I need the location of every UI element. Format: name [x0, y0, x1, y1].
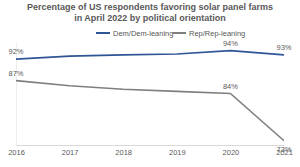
y-axis-line [16, 43, 17, 146]
data-label: 84% [223, 82, 238, 91]
x-tick: 2016 [8, 145, 25, 157]
legend-label: Rep/Rep-leaning [189, 29, 245, 38]
x-tick: 2019 [169, 145, 186, 157]
data-label: 93% [276, 43, 291, 52]
legend: Dem/Dem-leaning Rep/Rep-leaning [96, 29, 245, 38]
x-axis: 2016 2017 2018 2019 2020 2021 [8, 145, 293, 157]
legend-label: Dem/Dem-leaning [113, 29, 173, 38]
x-tick-label: 2017 [62, 148, 79, 157]
plot-area [16, 51, 284, 141]
data-label: 73% [276, 145, 291, 154]
x-tick: 2021 [276, 145, 293, 157]
x-tick: 2017 [62, 145, 79, 157]
series-line [16, 81, 284, 141]
y-axis [16, 43, 17, 146]
title-line: in April 2022 by political orientation [74, 13, 226, 23]
x-tick-label: 2019 [169, 148, 186, 157]
title-line: Percentage of US respondents favoring so… [27, 2, 273, 12]
x-axis-line [17, 145, 285, 146]
x-tick: 2020 [223, 145, 240, 157]
data-label: 92% [8, 47, 23, 56]
legend-swatch [172, 32, 186, 34]
x-tick-label: 2016 [8, 148, 25, 157]
data-label: 87% [8, 69, 23, 78]
legend-swatch [96, 32, 110, 34]
data-labels: 92% 94% 93% 87% 84% 73% [8, 39, 291, 154]
x-tick: 2018 [115, 145, 132, 157]
x-tick-label: 2018 [115, 148, 132, 157]
chart: Percentage of US respondents favoring so… [0, 0, 300, 167]
data-label: 94% [223, 39, 238, 48]
series-line [16, 51, 284, 60]
x-tick-label: 2020 [223, 148, 240, 157]
title: Percentage of US respondents favoring so… [27, 2, 273, 23]
